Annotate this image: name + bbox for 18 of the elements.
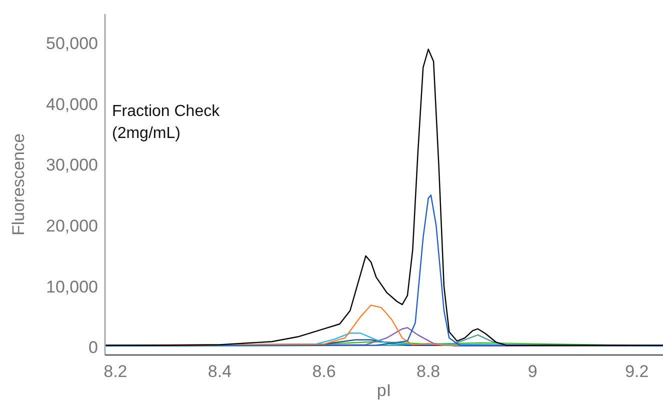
- x-tick-label: 8.8: [416, 362, 440, 381]
- y-tick-label: 10,000: [46, 277, 98, 296]
- x-tick-label: 8.4: [208, 362, 232, 381]
- line-series: [104, 194, 663, 346]
- y-tick-label: 50,000: [46, 34, 98, 54]
- annotation: (2mg/mL): [112, 125, 180, 142]
- y-axis-title: Fluorescence: [9, 133, 28, 236]
- line-series: [104, 48, 663, 346]
- x-axis-title: pI: [376, 381, 392, 400]
- x-tick-label: 9.2: [625, 362, 649, 381]
- x-tick-label: 9: [528, 362, 538, 381]
- y-tick-label: 20,000: [46, 216, 98, 236]
- y-tick-label: 40,000: [46, 94, 98, 114]
- annotation: Fraction Check: [112, 103, 221, 120]
- x-tick-label: 8.6: [312, 362, 336, 381]
- y-tick-label: 0: [88, 338, 98, 358]
- y-tick-label: 30,000: [46, 156, 98, 175]
- x-tick-label: 8.2: [104, 362, 128, 381]
